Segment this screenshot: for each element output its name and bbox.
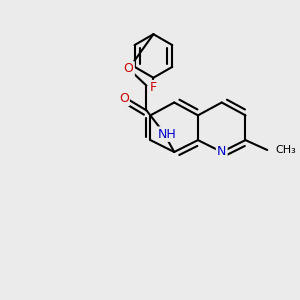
Text: F: F <box>150 81 157 94</box>
Text: CH₃: CH₃ <box>275 145 296 155</box>
Text: O: O <box>124 62 134 75</box>
Text: NH: NH <box>158 128 177 141</box>
Text: O: O <box>119 92 129 105</box>
Text: N: N <box>217 146 226 158</box>
